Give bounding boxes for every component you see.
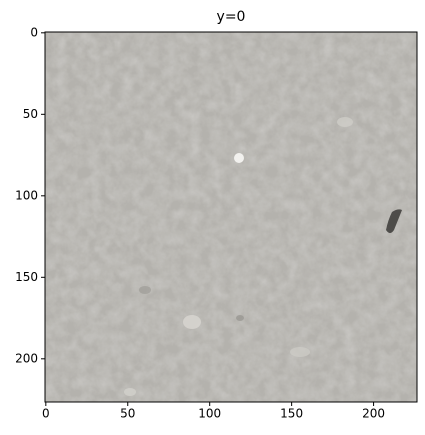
x-tick-label: 100 (198, 407, 221, 421)
y-tick-label: 200 (15, 351, 38, 365)
y-tick-label: 0 (30, 25, 38, 39)
image-texture (45, 32, 417, 402)
image (45, 32, 417, 402)
y-tick-label: 50 (23, 107, 38, 121)
x-tick-label: 50 (120, 407, 135, 421)
axes-frame (44, 31, 418, 403)
chart-title: y=0 (217, 9, 246, 25)
y-tick-label: 150 (15, 270, 38, 284)
x-tick-label: 0 (42, 407, 50, 421)
y-tick-label: 100 (15, 188, 38, 202)
x-tick-label: 150 (280, 407, 303, 421)
x-tick-label: 200 (362, 407, 385, 421)
image-spots (124, 117, 402, 396)
